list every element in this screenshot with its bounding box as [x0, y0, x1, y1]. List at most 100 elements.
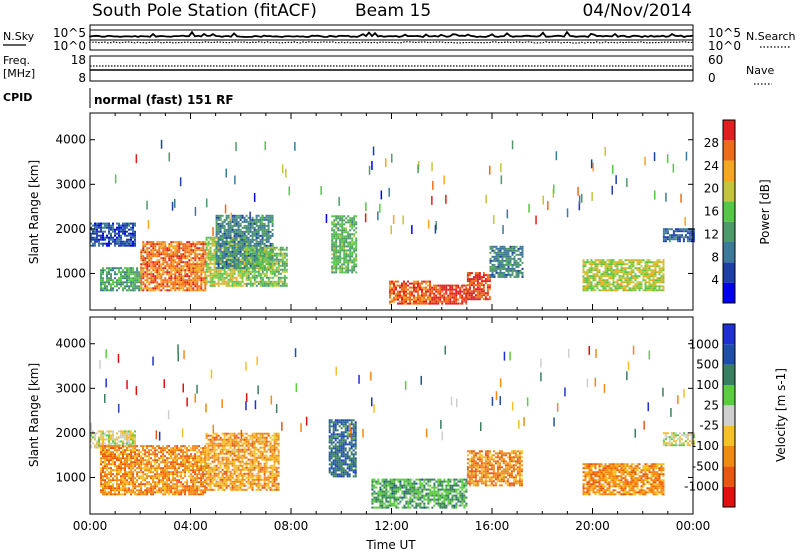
data-cell [142, 277, 145, 280]
data-cell [168, 275, 171, 278]
data-cell [209, 252, 212, 255]
data-cell [233, 234, 236, 237]
data-cell [349, 217, 352, 220]
data-cell [106, 224, 108, 227]
data-cell [140, 255, 143, 258]
data-cell [511, 249, 514, 252]
data-cell [474, 280, 477, 283]
data-cell [419, 288, 421, 291]
data-cell [164, 461, 167, 464]
data-cell [239, 284, 242, 287]
data-cell [263, 244, 266, 247]
data-cell [263, 252, 266, 255]
data-cell [391, 292, 393, 295]
data-cell [106, 453, 108, 456]
data-cell [186, 269, 189, 272]
data-cell [200, 265, 203, 268]
data-cell [100, 277, 102, 280]
data-cell [190, 287, 193, 290]
data-cell [257, 234, 260, 237]
data-cell [664, 230, 667, 233]
data-cell [283, 254, 286, 257]
data-cell [233, 261, 236, 263]
data-cell [648, 259, 651, 262]
data-cell [257, 270, 260, 273]
data-cell [600, 265, 603, 268]
data-cell [182, 249, 185, 252]
data-cell [616, 269, 619, 272]
data-cell [678, 240, 681, 243]
data-cell [102, 277, 104, 280]
data-cell [217, 250, 220, 253]
data-cell [234, 175, 236, 185]
data-cell [249, 222, 252, 225]
data-cell [243, 253, 246, 255]
data-cell [271, 272, 274, 275]
data-cell [638, 259, 641, 262]
data-cell [130, 489, 133, 492]
data-cell [213, 238, 216, 241]
data-cell [465, 300, 468, 303]
data-cell [217, 280, 220, 283]
data-cell [501, 259, 504, 262]
data-cell [449, 292, 452, 295]
data-cell [128, 481, 131, 484]
data-cell [194, 245, 197, 248]
data-cell [156, 251, 159, 254]
data-cell [194, 265, 197, 268]
data-cell [656, 289, 659, 292]
data-cell [198, 243, 201, 246]
data-cell [241, 280, 244, 283]
data-cell [118, 240, 120, 243]
data-cell [247, 242, 250, 245]
data-cell [586, 269, 589, 272]
data-cell [257, 214, 260, 217]
data-cell [180, 267, 183, 270]
data-cell [349, 221, 352, 224]
data-cell [263, 250, 266, 253]
data-cell [638, 287, 641, 290]
data-cell [223, 236, 226, 239]
data-cell [515, 263, 518, 266]
data-cell [142, 479, 145, 482]
data-cell [158, 273, 161, 276]
data-cell [205, 248, 208, 251]
data-cell [154, 249, 157, 252]
data-cell [233, 224, 236, 227]
data-cell [493, 263, 496, 266]
data-cell [152, 453, 155, 456]
data-cell [499, 245, 502, 248]
data-cell [501, 273, 504, 276]
data-cell [196, 253, 199, 256]
data-cell [241, 267, 244, 269]
data-cell [182, 253, 185, 256]
data-cell [186, 243, 189, 246]
data-cell [251, 234, 254, 237]
data-cell [134, 493, 137, 496]
data-cell [120, 481, 122, 484]
data-cell [624, 273, 627, 276]
data-cell [104, 449, 106, 452]
data-cell [241, 214, 244, 217]
data-cell [135, 154, 138, 164]
data-cell [493, 257, 496, 260]
data-cell [200, 269, 203, 272]
data-cell [140, 259, 143, 262]
data-cell [482, 288, 485, 291]
data-cell [684, 236, 687, 239]
data-cell [156, 469, 159, 472]
data-cell [200, 261, 203, 264]
data-cell [590, 275, 593, 278]
data-cell [221, 282, 224, 285]
data-cell [261, 270, 264, 273]
data-cell [114, 174, 117, 184]
data-cell [213, 280, 216, 283]
data-cell [620, 267, 623, 270]
data-cell [243, 282, 246, 285]
data-cell [610, 273, 613, 276]
data-cell [660, 267, 663, 270]
y-tick-label: 3000 [55, 177, 86, 191]
data-cell [393, 290, 395, 293]
data-cell [116, 475, 118, 478]
data-cell [102, 242, 104, 245]
